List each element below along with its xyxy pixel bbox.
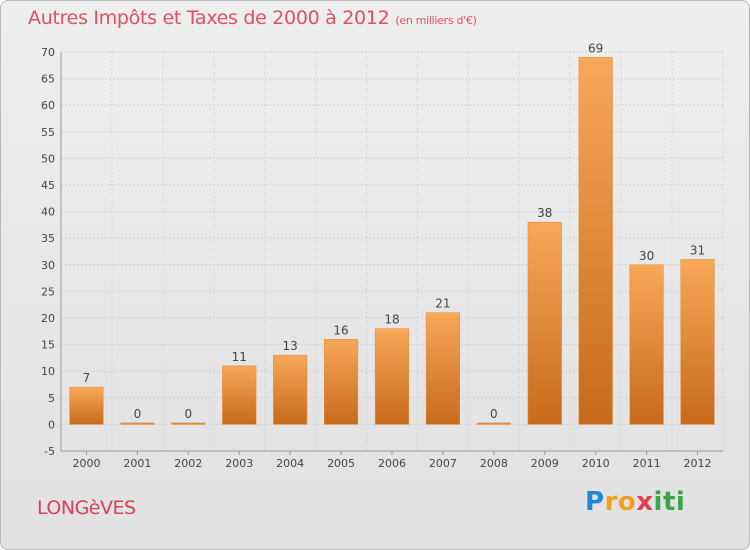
- x-tick-label: 2000: [72, 457, 100, 470]
- bar-value-label: 21: [435, 297, 450, 311]
- bar-value-label: 38: [537, 206, 552, 220]
- bar: [578, 57, 613, 425]
- logo-part-1: P: [585, 487, 605, 517]
- x-tick-label: 2009: [531, 457, 559, 470]
- y-tick-label: 20: [41, 312, 55, 325]
- y-tick-label: 5: [48, 392, 55, 405]
- x-tick-label: 2011: [633, 457, 661, 470]
- x-tick-label: 2003: [225, 457, 253, 470]
- bar-value-label: 0: [184, 407, 192, 421]
- y-tick-label: 50: [41, 152, 55, 165]
- logo-part-4: iti: [653, 487, 686, 517]
- logo-part-3: x: [636, 487, 654, 517]
- bar: [273, 354, 308, 425]
- bar: [69, 386, 104, 425]
- title-unit: (en milliers d'€): [395, 14, 477, 27]
- x-tick-label: 2006: [378, 457, 406, 470]
- bar-value-label: 0: [134, 407, 142, 421]
- bars: [69, 57, 715, 425]
- x-tick-label: 2010: [582, 457, 610, 470]
- x-tick-label: 2012: [684, 457, 712, 470]
- bar-value-label: 0: [490, 407, 498, 421]
- title-text: Autres Impôts et Taxes de 2000 à 2012: [28, 7, 390, 29]
- x-axis: 2000 2001 2002 2003 2004 2005 2006 2007 2008 2009…: [61, 450, 723, 470]
- bar: [171, 422, 206, 425]
- y-tick-label: 35: [41, 232, 55, 245]
- y-tick-label: 45: [41, 179, 55, 192]
- bar: [476, 422, 511, 425]
- y-tick-label: 15: [41, 339, 55, 352]
- x-tick-label: 2001: [123, 457, 151, 470]
- bar-value-label: 30: [639, 249, 654, 263]
- bar: [527, 221, 562, 425]
- bar-value-label: 16: [333, 323, 348, 337]
- bar: [629, 264, 664, 425]
- x-tick-label: 2007: [429, 457, 457, 470]
- proxiti-logo: Proxiti: [585, 487, 685, 517]
- bar-value-label: 11: [232, 350, 247, 364]
- logo-part-2: ro: [604, 487, 637, 517]
- x-tick-label: 2005: [327, 457, 355, 470]
- y-tick-label: -5: [44, 445, 55, 458]
- y-tick-label: 10: [41, 365, 55, 378]
- y-tick-label: 40: [41, 206, 55, 219]
- y-tick-label: 65: [41, 73, 55, 86]
- x-tick-label: 2002: [174, 457, 202, 470]
- bar: [222, 365, 257, 425]
- bar-value-label: 13: [283, 339, 298, 353]
- bar: [425, 312, 460, 425]
- x-tick-label: 2004: [276, 457, 304, 470]
- x-tick-label: 2008: [480, 457, 508, 470]
- bar: [374, 328, 410, 425]
- y-tick-label: 55: [41, 126, 55, 139]
- y-tick-label: 60: [41, 99, 55, 112]
- bar-value-label: 7: [83, 371, 91, 385]
- grid-lines: [60, 51, 724, 452]
- data-labels: 7 0 0 11 13 16 18 21 0 38 69 30 31: [83, 41, 706, 421]
- bar-value-label: 69: [588, 41, 603, 55]
- chart-title: Autres Impôts et Taxes de 2000 à 2012 (en…: [28, 7, 477, 29]
- y-tick-label: 30: [41, 259, 55, 272]
- commune-name: LONGèVES: [37, 497, 136, 519]
- bar: [324, 339, 359, 425]
- bar: [120, 422, 155, 425]
- bar: [680, 259, 715, 425]
- bar-value-label: 18: [384, 313, 399, 327]
- y-tick-label: 70: [41, 46, 55, 59]
- y-tick-label: 25: [41, 285, 55, 298]
- bar-value-label: 31: [690, 243, 705, 257]
- y-axis: -5 0 5 10 15 20 25 30 35 40 45 50 55 60 65 70: [41, 46, 62, 458]
- y-tick-label: 0: [48, 418, 55, 431]
